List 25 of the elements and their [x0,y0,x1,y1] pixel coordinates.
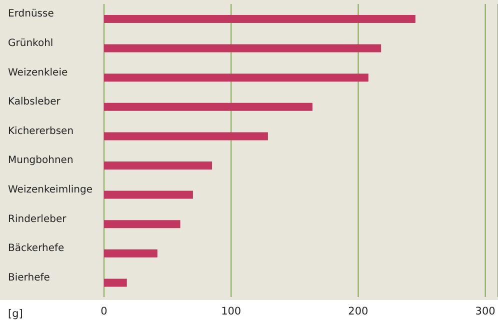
y-tick-label: Weizenkeimlinge [8,184,92,196]
bar [104,220,180,228]
x-tick-label: 300 [475,305,496,318]
y-tick-label: Kichererbsen [8,126,74,137]
y-tick-label: Grünkohl [8,38,54,49]
bar [104,44,382,52]
bar [104,190,193,199]
y-tick-label: Erdnüsse [8,8,54,20]
bar [104,102,312,111]
x-tick-label: 100 [221,305,242,318]
bar [104,278,127,287]
y-tick-label: Kalbsleber [8,96,62,108]
bar [104,15,416,23]
bar [104,249,158,258]
y-tick-label: Bäckerhefe [8,243,64,254]
bar [104,132,268,140]
y-tick-label: Rinderleber [8,214,68,225]
x-axis-title: [g] [8,308,23,320]
bar [104,162,212,170]
y-tick-label: Mungbohnen [8,155,74,166]
bar [104,74,368,82]
x-tick-label: 0 [100,305,108,318]
y-tick-label: Bierhefe [8,272,50,284]
x-tick-label: 200 [348,305,368,318]
y-tick-label: Weizenkleie [8,67,68,78]
